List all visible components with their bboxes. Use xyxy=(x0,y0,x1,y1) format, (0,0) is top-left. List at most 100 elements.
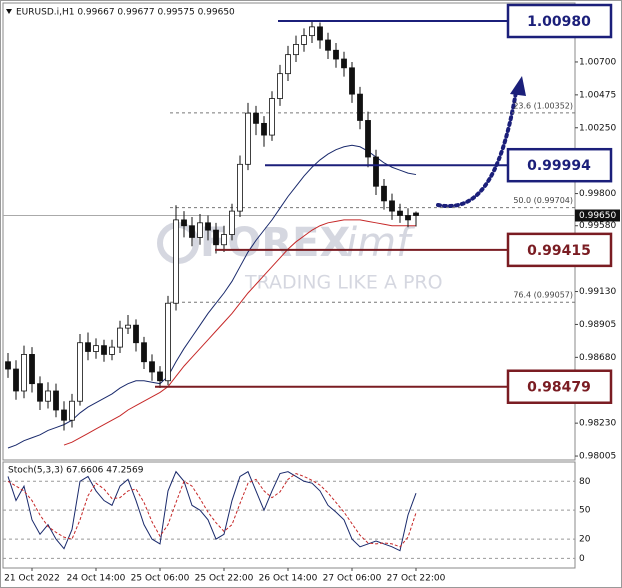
last-price-box xyxy=(575,209,620,222)
candle-body xyxy=(197,222,203,238)
x-tick-label: 26 Oct 14:00 xyxy=(259,574,318,584)
y-tick-label: 0.99800 xyxy=(579,189,616,199)
indicator-line xyxy=(63,219,416,446)
candle-body xyxy=(85,342,91,352)
candle-body xyxy=(149,361,155,373)
candle-body xyxy=(293,44,299,56)
candle-body xyxy=(133,324,139,344)
candle-body xyxy=(365,120,371,158)
candle-body xyxy=(397,210,403,216)
candle-body xyxy=(125,324,131,329)
candle-body xyxy=(5,361,11,370)
candle-body xyxy=(413,212,419,216)
x-tick-label: 25 Oct 22:00 xyxy=(195,574,254,584)
candle-body xyxy=(141,342,147,363)
level-label: 1.00980 xyxy=(527,14,591,30)
candle-body xyxy=(285,54,291,75)
y-tick-label: 1.00700 xyxy=(579,57,616,67)
level-box xyxy=(506,369,613,404)
candle-body xyxy=(37,383,43,402)
y-tick-label: 0 xyxy=(579,554,585,564)
y-tick-label: 0.99130 xyxy=(579,287,616,297)
candle-body xyxy=(21,354,27,392)
x-tick-label: 21 Oct 2022 xyxy=(4,574,60,584)
candle-body xyxy=(405,215,411,221)
candle-body xyxy=(325,39,331,51)
arrow-head xyxy=(510,76,526,96)
candle-body xyxy=(357,93,363,121)
candle-body xyxy=(93,345,99,352)
candle-body xyxy=(45,390,51,402)
forecast-arrow xyxy=(436,90,518,208)
candle-body xyxy=(61,409,67,421)
y-tick-label: 50 xyxy=(579,506,591,516)
y-tick-label: 1.00475 xyxy=(579,90,616,100)
watermark-suffix: imf xyxy=(346,220,416,266)
fib-label: 23.6 (1.00352) xyxy=(513,101,573,110)
candle-body xyxy=(261,122,267,136)
x-tick-label: 24 Oct 14:00 xyxy=(67,574,126,584)
watermark-tagline: TRADING LIKE A PRO xyxy=(244,272,443,294)
last-price-label: 0.99650 xyxy=(579,211,616,221)
stoch-title: Stoch(5,3,3) 67.6606 47.2569 xyxy=(8,466,144,476)
candle-body xyxy=(109,346,115,355)
level-label: 0.99994 xyxy=(527,158,591,174)
candle-body xyxy=(237,163,243,212)
y-tick-label: 1.00250 xyxy=(579,123,616,133)
y-tick-label: 0.98905 xyxy=(579,320,616,330)
candle-body xyxy=(117,327,123,348)
candle-body xyxy=(213,229,219,246)
candle-body xyxy=(373,156,379,187)
y-tick-label: 80 xyxy=(579,477,591,487)
y-tick-label: 0.99580 xyxy=(579,221,616,231)
level-box xyxy=(506,232,613,268)
candle-body xyxy=(309,26,315,37)
candle-body xyxy=(389,200,395,212)
x-tick-label: 27 Oct 06:00 xyxy=(323,574,382,584)
fib-label: 50.0 (0.99704) xyxy=(513,196,573,205)
candle-body xyxy=(245,112,251,165)
main-title: EURUSD.i,H1 0.99667 0.99677 0.99575 0.99… xyxy=(16,8,235,18)
candle-body xyxy=(317,26,323,41)
candle-body xyxy=(29,354,35,385)
candle-body xyxy=(53,390,59,411)
candle-body xyxy=(301,35,307,45)
candle-body xyxy=(349,67,355,95)
candle-body xyxy=(333,49,339,60)
x-tick-label: 27 Oct 22:00 xyxy=(387,574,446,584)
indicator-line xyxy=(7,473,417,548)
y-tick-label: 0.98230 xyxy=(579,419,616,429)
y-tick-label: 0.98680 xyxy=(579,353,616,363)
candle-body xyxy=(205,222,211,231)
candle-body xyxy=(181,219,187,227)
candle-body xyxy=(253,112,259,124)
indicator-line xyxy=(7,144,417,449)
candle-body xyxy=(77,342,83,402)
candle-body xyxy=(69,400,75,421)
candle-body xyxy=(173,219,179,304)
fib-label: 76.4 (0.99057) xyxy=(513,291,573,300)
level-box xyxy=(506,147,613,183)
y-tick-label: 20 xyxy=(579,535,591,545)
candle-body xyxy=(269,98,275,136)
watermark: FOREX imf TRADING LIKE A PRO xyxy=(157,220,443,294)
stoch-frame xyxy=(2,461,576,569)
indicator-line xyxy=(7,470,417,552)
main-frame xyxy=(2,2,576,461)
candle-body xyxy=(157,371,163,382)
candle-body xyxy=(13,368,19,392)
x-tick-label: 25 Oct 06:00 xyxy=(131,574,190,584)
candle-body xyxy=(101,345,107,355)
candle-body xyxy=(189,225,195,238)
candle-body xyxy=(165,302,171,382)
y-tick-label: 0.98005 xyxy=(579,452,616,462)
level-box xyxy=(506,3,613,39)
candle-body xyxy=(221,234,227,246)
menu-triangle xyxy=(6,9,12,14)
level-label: 0.99415 xyxy=(527,243,591,259)
candle-body xyxy=(229,210,235,235)
candle-body xyxy=(277,73,283,99)
candle-body xyxy=(341,58,347,69)
